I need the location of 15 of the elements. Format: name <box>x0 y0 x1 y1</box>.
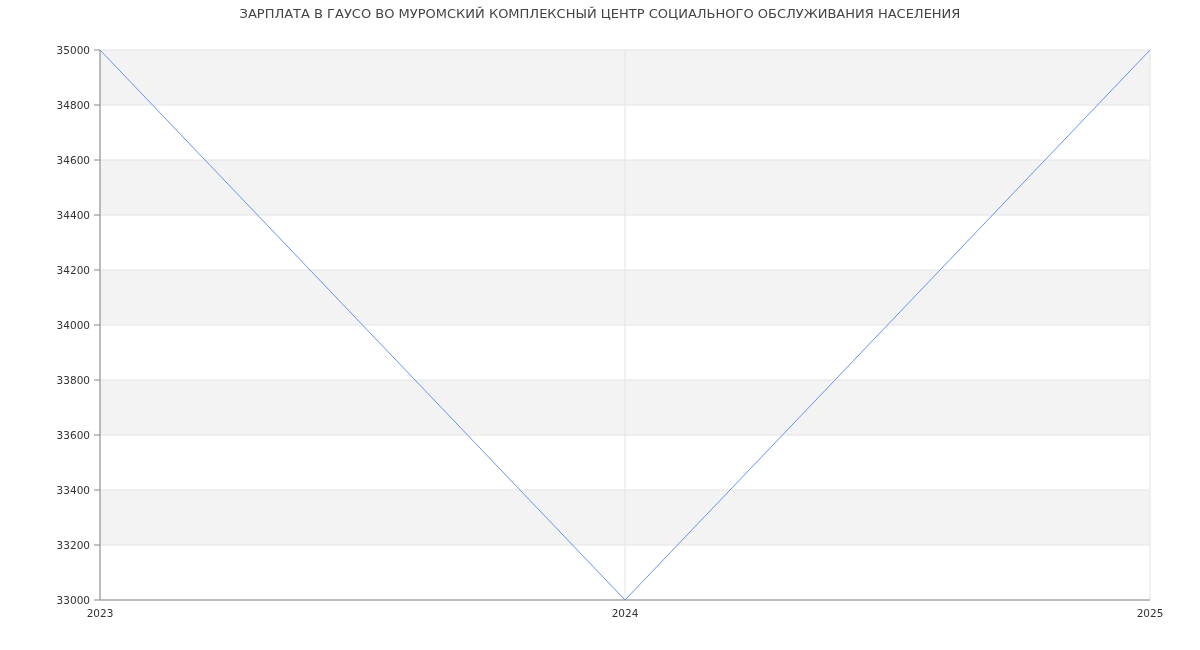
y-tick-label: 33600 <box>56 428 90 441</box>
x-tick-label: 2025 <box>1136 607 1164 620</box>
y-tick-label: 34200 <box>56 263 90 276</box>
y-tick-label: 33200 <box>56 538 90 551</box>
chart-title: ЗАРПЛАТА В ГАУСО ВО МУРОМСКИЙ КОМПЛЕКСНЫЙ ЦЕНТР СОЦИАЛЬНОГО ОБСЛУЖИВАНИЯ НАСЕЛЕНИЯ <box>239 6 961 21</box>
x-tick-label: 2023 <box>86 607 114 620</box>
y-tick-label: 33400 <box>56 483 90 496</box>
y-tick-label: 34000 <box>56 318 90 331</box>
y-tick-label: 34600 <box>56 153 90 166</box>
y-tick-label: 33000 <box>56 593 90 606</box>
y-tick-label: 33800 <box>56 373 90 386</box>
y-tick-label: 34400 <box>56 208 90 221</box>
y-tick-label: 35000 <box>56 43 90 56</box>
y-tick-label: 34800 <box>56 98 90 111</box>
x-tick-label: 2024 <box>611 607 639 620</box>
